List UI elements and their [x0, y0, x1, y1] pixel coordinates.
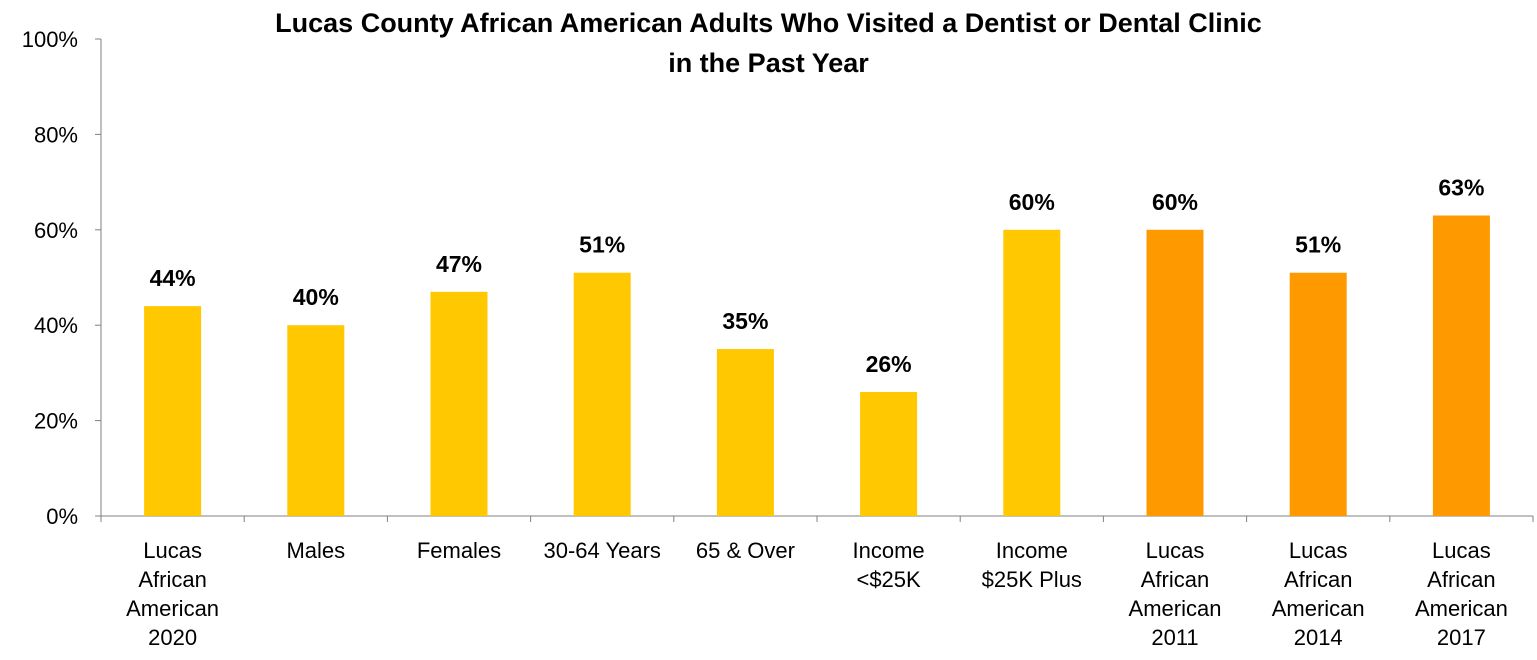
- chart-title-line-2: in the Past Year: [668, 48, 869, 78]
- data-label: 60%: [1009, 189, 1055, 215]
- y-tick-label: 100%: [22, 27, 78, 52]
- data-labels: 44% 40% 47% 51% 35% 26% 60% 60% 51% 63%: [150, 174, 1485, 376]
- bar: [1146, 229, 1204, 517]
- category-label: Males: [286, 538, 345, 563]
- category-label: 65 & Over: [696, 538, 795, 563]
- bar: [1432, 215, 1490, 517]
- bars: [144, 215, 1490, 517]
- bar: [1289, 272, 1347, 516]
- y-tick-label: 80%: [34, 122, 78, 147]
- bar: [716, 349, 774, 516]
- data-label: 63%: [1438, 174, 1484, 200]
- y-tick-label: 0%: [46, 504, 78, 529]
- y-tick-label: 20%: [34, 409, 78, 434]
- x-axis: [100, 515, 1534, 522]
- bar: [860, 391, 918, 516]
- data-label: 40%: [293, 284, 339, 310]
- data-label: 51%: [1295, 232, 1341, 258]
- category-label: Income <$25K: [853, 538, 925, 592]
- bar: [287, 325, 345, 516]
- category-labels: Lucas African American 2020 Males Females 30-6…: [126, 538, 1508, 650]
- bar: [430, 291, 488, 516]
- data-label: 60%: [1152, 189, 1198, 215]
- bar: [573, 272, 631, 516]
- category-label: Lucas African American 2020: [126, 538, 219, 650]
- category-label: Income $25K Plus: [982, 538, 1082, 592]
- data-label: 47%: [436, 251, 482, 277]
- category-label: Lucas African American 2011: [1129, 538, 1222, 650]
- bar: [144, 306, 202, 516]
- data-label: 51%: [579, 232, 625, 258]
- category-label: Lucas African American 2017: [1415, 538, 1508, 650]
- chart-title-line-1: Lucas County African American Adults Who…: [275, 8, 1262, 38]
- data-label: 35%: [722, 308, 768, 334]
- category-label: Lucas African American 2014: [1272, 538, 1365, 650]
- y-tick-label: 40%: [34, 313, 78, 338]
- bar: [1003, 229, 1061, 517]
- y-tick-label: 60%: [34, 218, 78, 243]
- category-label: 30-64 Years: [543, 538, 660, 563]
- y-axis: 0% 20% 40% 60% 80% 100%: [22, 27, 102, 529]
- category-label: Females: [417, 538, 501, 563]
- data-label: 26%: [866, 351, 912, 377]
- data-label: 44%: [150, 265, 196, 291]
